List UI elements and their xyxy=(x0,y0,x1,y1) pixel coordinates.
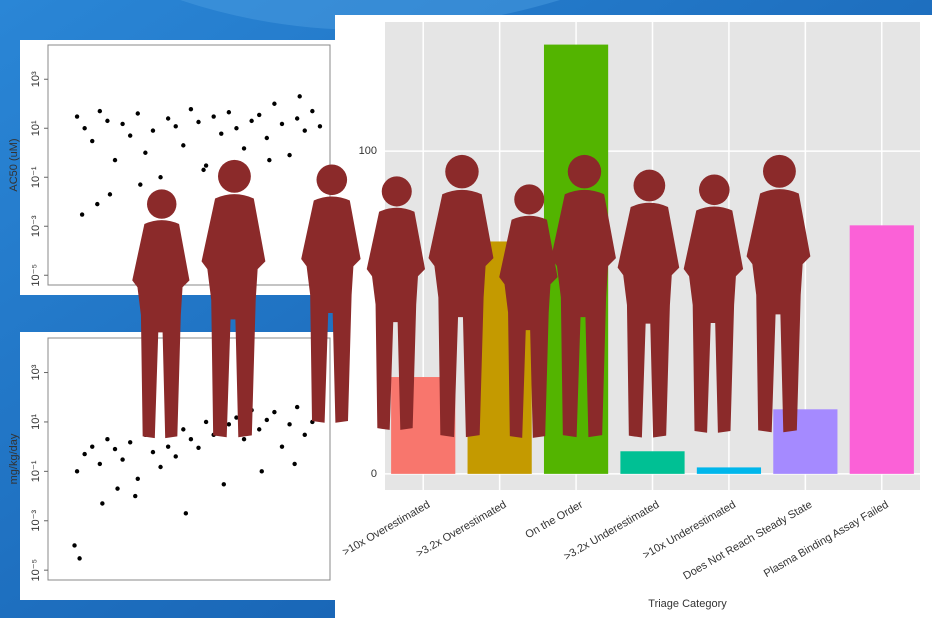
point xyxy=(105,437,110,442)
point xyxy=(287,422,292,427)
point xyxy=(272,409,277,415)
y-tick-label: 10¹ xyxy=(30,414,42,430)
point xyxy=(150,128,156,133)
point xyxy=(279,444,285,449)
y-axis-title: AC50 (uM) xyxy=(8,138,20,191)
y-tick-label: 10⁻¹ xyxy=(30,166,42,188)
point xyxy=(226,422,232,427)
point xyxy=(302,128,307,133)
point xyxy=(138,182,143,187)
point xyxy=(173,454,178,459)
point xyxy=(201,167,206,173)
point xyxy=(112,446,118,452)
x-axis-title: Triage Category xyxy=(648,598,727,610)
point xyxy=(294,116,300,121)
bar xyxy=(620,451,685,474)
point xyxy=(249,118,254,124)
point xyxy=(115,486,120,491)
point xyxy=(196,119,201,125)
point xyxy=(257,112,262,118)
point xyxy=(97,461,103,467)
point xyxy=(294,404,300,410)
point xyxy=(203,419,209,425)
point xyxy=(107,192,113,197)
point xyxy=(120,121,125,127)
y-axis-title: mg/kg/day xyxy=(8,433,20,484)
point xyxy=(74,469,80,474)
point xyxy=(221,482,226,487)
y-tick-label: 10¹ xyxy=(30,120,42,136)
point xyxy=(302,432,307,438)
bar xyxy=(849,225,914,474)
point xyxy=(82,451,87,457)
point xyxy=(165,444,171,449)
y-tick-label: 10⁻¹ xyxy=(30,460,42,482)
point xyxy=(165,116,171,121)
point xyxy=(317,124,323,129)
point xyxy=(150,449,156,455)
point xyxy=(292,461,297,467)
point xyxy=(297,94,302,99)
point xyxy=(234,415,239,420)
point xyxy=(196,445,201,450)
point xyxy=(183,511,189,516)
point xyxy=(133,493,138,499)
point xyxy=(181,143,186,148)
point xyxy=(127,133,133,138)
y-tick-label: 10⁻³ xyxy=(30,215,42,237)
point xyxy=(95,201,100,207)
y-tick-label: 10⁻⁵ xyxy=(30,264,42,287)
point xyxy=(112,157,118,163)
point xyxy=(226,110,232,115)
point xyxy=(120,457,125,462)
point xyxy=(264,135,270,141)
y-tick-label: 10³ xyxy=(30,364,42,380)
point xyxy=(72,543,77,548)
y-tick-label: 10⁻⁵ xyxy=(30,559,42,582)
point xyxy=(158,175,163,180)
point xyxy=(259,469,264,474)
point xyxy=(264,417,270,423)
point xyxy=(241,437,247,442)
point xyxy=(173,124,178,129)
y-tick-label: 100 xyxy=(359,145,377,157)
point xyxy=(82,126,87,131)
point xyxy=(97,108,103,114)
point xyxy=(135,476,140,481)
plot-frame xyxy=(47,337,331,581)
point xyxy=(287,152,292,158)
bar xyxy=(696,467,762,474)
point xyxy=(211,114,216,119)
point xyxy=(90,138,95,144)
point xyxy=(272,101,277,106)
point xyxy=(241,146,247,151)
point xyxy=(181,427,186,432)
point xyxy=(79,212,85,217)
point xyxy=(105,118,110,124)
point xyxy=(188,106,194,112)
point xyxy=(279,121,285,127)
point xyxy=(219,131,224,136)
y-tick-label: 0 xyxy=(371,468,377,480)
point xyxy=(90,444,95,449)
point xyxy=(310,108,315,114)
point xyxy=(158,464,163,470)
point xyxy=(77,556,82,561)
bar xyxy=(773,409,838,474)
y-tick-label: 10³ xyxy=(30,71,42,87)
point xyxy=(127,440,133,445)
y-tick-label: 10⁻³ xyxy=(30,510,42,532)
point xyxy=(135,111,140,116)
point xyxy=(188,437,194,442)
point xyxy=(100,501,105,506)
point xyxy=(257,427,262,432)
point xyxy=(267,157,272,163)
point xyxy=(203,163,209,168)
point xyxy=(143,150,148,155)
point xyxy=(234,126,239,131)
point xyxy=(74,114,80,119)
